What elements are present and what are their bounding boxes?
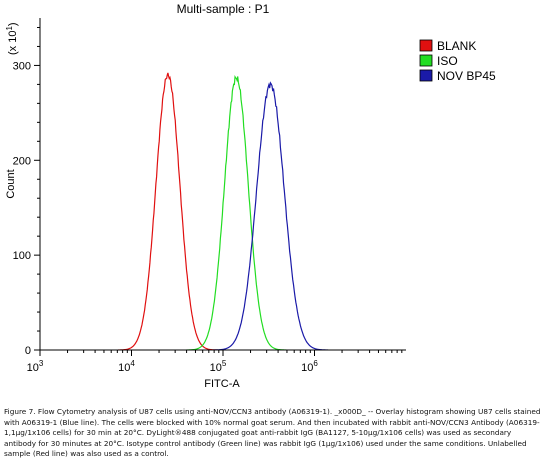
legend-label: NOV BP45 [437, 69, 496, 83]
legend-swatch [419, 39, 433, 52]
x-tick-label-exponent: 6 [313, 359, 318, 368]
x-tick-label-base: 10 [118, 362, 130, 374]
plot-background [40, 18, 406, 350]
series-blank-curve [117, 72, 218, 351]
series-iso-curve [186, 74, 287, 351]
tick-marks [34, 26, 403, 356]
figure-caption: Figure 7. Flow Cytometry analysis of U87… [4, 407, 541, 459]
y-multiplier-label: (x 101) [5, 22, 19, 55]
y-multiplier-text: (x 10 [7, 31, 19, 55]
series-nov-bp45-curve [212, 81, 329, 351]
legend-swatch [419, 69, 433, 82]
y-tick-label: 0 [25, 345, 31, 357]
x-tick-label: 104 [118, 359, 135, 374]
y-multiplier-close: ) [7, 22, 19, 26]
y-tick-label: 300 [13, 60, 31, 72]
x-tick-label-base: 10 [27, 362, 39, 374]
legend-label: BLANK [437, 39, 476, 53]
svg-text:(x 101): (x 101) [5, 22, 19, 55]
y-multiplier-exponent: 1 [5, 26, 14, 31]
legend-swatch [419, 54, 433, 67]
x-tick-label-exponent: 4 [130, 359, 135, 368]
y-tick-label: 100 [13, 250, 31, 262]
x-tick-label: 106 [301, 359, 318, 374]
legend-label: ISO [437, 54, 458, 68]
histogram-curves [117, 72, 329, 351]
y-axis-label: Count [5, 169, 17, 198]
x-tick-label-exponent: 5 [222, 359, 227, 368]
x-tick-label-base: 10 [210, 362, 222, 374]
x-tick-label-exponent: 3 [39, 359, 44, 368]
x-tick-label: 103 [27, 359, 44, 374]
chart-title: Multi-sample : P1 [177, 2, 270, 16]
x-axis-label: FITC-A [204, 378, 240, 390]
x-tick-label: 105 [210, 359, 227, 374]
y-tick-label: 200 [13, 155, 31, 167]
x-tick-label-base: 10 [301, 362, 313, 374]
